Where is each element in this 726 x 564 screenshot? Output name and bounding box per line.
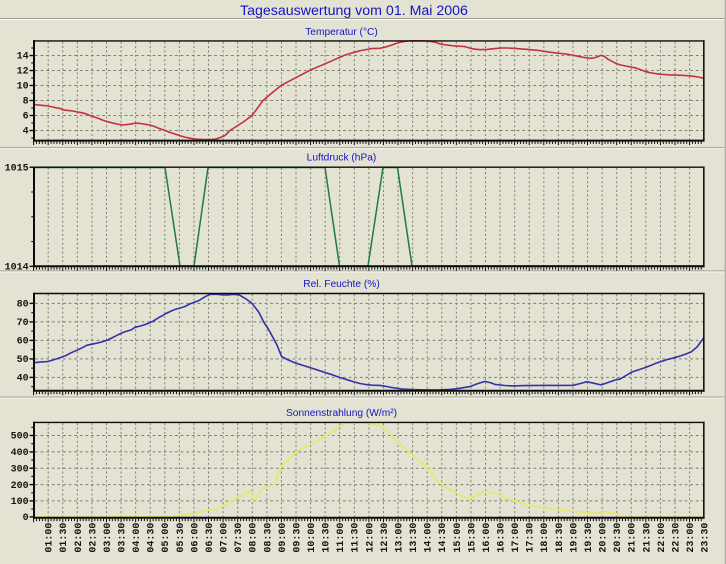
svg-text:16:00: 16:00 — [482, 523, 493, 553]
svg-text:10:00: 10:00 — [307, 523, 318, 553]
svg-text:05:00: 05:00 — [161, 523, 172, 553]
svg-text:17:00: 17:00 — [511, 523, 522, 553]
svg-text:18:30: 18:30 — [555, 523, 566, 553]
svg-text:60: 60 — [17, 337, 29, 348]
svg-text:23:30: 23:30 — [701, 523, 712, 553]
svg-text:200: 200 — [11, 481, 29, 492]
svg-text:10: 10 — [17, 82, 29, 93]
svg-text:500: 500 — [11, 432, 29, 443]
svg-text:400: 400 — [11, 448, 29, 459]
svg-text:0: 0 — [23, 513, 29, 524]
svg-text:15:30: 15:30 — [467, 523, 478, 553]
svg-text:03:00: 03:00 — [103, 523, 114, 553]
svg-text:1014: 1014 — [5, 263, 29, 274]
svg-text:50: 50 — [17, 355, 29, 366]
svg-text:Sonnenstrahlung (W/m²): Sonnenstrahlung (W/m²) — [286, 408, 397, 419]
svg-text:Rel. Feuchte (%): Rel. Feuchte (%) — [303, 279, 379, 290]
svg-text:06:00: 06:00 — [190, 523, 201, 553]
svg-text:16:30: 16:30 — [496, 523, 507, 553]
svg-text:04:00: 04:00 — [132, 523, 143, 553]
svg-text:14: 14 — [17, 52, 29, 63]
svg-text:300: 300 — [11, 464, 29, 475]
svg-text:09:00: 09:00 — [278, 523, 289, 553]
svg-text:19:30: 19:30 — [584, 523, 595, 553]
svg-text:4: 4 — [23, 127, 29, 138]
svg-text:23:00: 23:00 — [686, 523, 697, 553]
svg-text:07:30: 07:30 — [234, 523, 245, 553]
svg-text:12: 12 — [17, 67, 29, 78]
svg-text:02:00: 02:00 — [74, 523, 85, 553]
svg-text:13:30: 13:30 — [409, 523, 420, 553]
svg-text:07:00: 07:00 — [220, 523, 231, 553]
svg-text:6: 6 — [23, 112, 29, 123]
svg-text:02:30: 02:30 — [88, 523, 99, 553]
svg-text:12:30: 12:30 — [380, 523, 391, 553]
svg-text:Tagesauswertung vom 01. Mai 20: Tagesauswertung vom 01. Mai 2006 — [240, 3, 468, 19]
svg-text:20:00: 20:00 — [599, 523, 610, 553]
svg-text:80: 80 — [17, 300, 29, 311]
svg-text:70: 70 — [17, 318, 29, 329]
svg-text:21:00: 21:00 — [628, 523, 639, 553]
svg-text:8: 8 — [23, 97, 29, 108]
svg-text:08:30: 08:30 — [263, 523, 274, 553]
svg-text:15:00: 15:00 — [453, 523, 464, 553]
svg-text:Luftdruck (hPa): Luftdruck (hPa) — [307, 153, 377, 164]
svg-text:21:30: 21:30 — [642, 523, 653, 553]
svg-text:08:00: 08:00 — [249, 523, 260, 553]
svg-text:01:00: 01:00 — [45, 523, 56, 553]
svg-text:04:30: 04:30 — [147, 523, 158, 553]
svg-text:06:30: 06:30 — [205, 523, 216, 553]
svg-text:10:30: 10:30 — [322, 523, 333, 553]
svg-text:14:30: 14:30 — [438, 523, 449, 553]
svg-text:11:30: 11:30 — [351, 523, 362, 553]
svg-text:12:00: 12:00 — [365, 523, 376, 553]
svg-text:22:30: 22:30 — [671, 523, 682, 553]
svg-text:01:30: 01:30 — [59, 523, 70, 553]
svg-text:09:30: 09:30 — [292, 523, 303, 553]
svg-text:100: 100 — [11, 497, 29, 508]
svg-text:22:00: 22:00 — [657, 523, 668, 553]
svg-text:03:30: 03:30 — [117, 523, 128, 553]
svg-text:17:30: 17:30 — [526, 523, 537, 553]
svg-text:05:30: 05:30 — [176, 523, 187, 553]
svg-text:18:00: 18:00 — [540, 523, 551, 553]
svg-text:40: 40 — [17, 374, 29, 385]
svg-text:14:00: 14:00 — [424, 523, 435, 553]
svg-text:19:00: 19:00 — [569, 523, 580, 553]
svg-text:11:00: 11:00 — [336, 523, 347, 553]
svg-text:20:30: 20:30 — [613, 523, 624, 553]
svg-text:13:00: 13:00 — [394, 523, 405, 553]
svg-text:1015: 1015 — [5, 164, 29, 175]
svg-text:Temperatur (°C): Temperatur (°C) — [305, 27, 378, 38]
